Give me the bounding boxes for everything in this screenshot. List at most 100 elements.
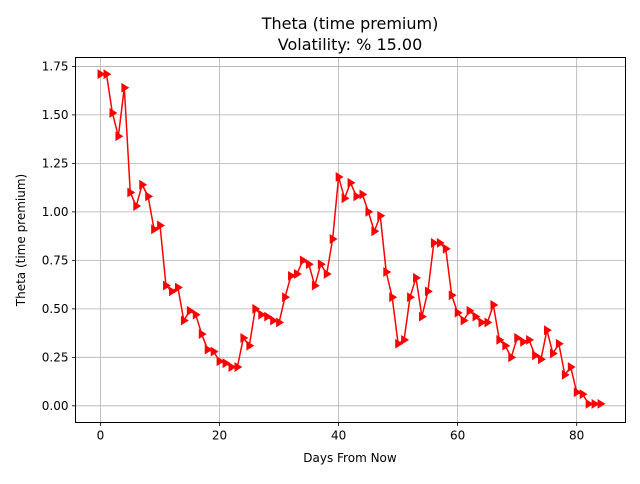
data-point-marker (97, 69, 106, 80)
data-point-marker (305, 259, 314, 270)
data-point-marker (419, 311, 427, 322)
data-point-marker (413, 272, 421, 283)
data-point-marker (222, 358, 231, 369)
y-axis-label: Theta (time premium) (14, 174, 28, 307)
chart-subtitle: Volatility: % 15.00 (278, 35, 423, 54)
data-point-marker (335, 172, 344, 182)
data-point-marker (174, 282, 183, 293)
data-point-marker (145, 191, 154, 202)
data-point-marker (210, 346, 219, 357)
data-point-marker (299, 255, 308, 266)
data-point-marker (151, 224, 160, 235)
data-point-marker (371, 226, 380, 237)
data-point-marker (567, 362, 576, 372)
y-tick-label: 0.75 (42, 253, 69, 267)
data-point-marker (341, 193, 350, 204)
data-point-marker (573, 387, 582, 398)
data-point-marker (466, 305, 475, 316)
data-point-marker (157, 220, 165, 231)
data-point-marker (490, 300, 499, 310)
data-point-marker (246, 340, 255, 351)
data-point-marker (597, 398, 606, 409)
data-point-marker (198, 329, 207, 339)
data-point-marker (294, 269, 302, 279)
data-point-marker (585, 398, 594, 409)
data-point-marker (276, 317, 285, 328)
data-point-marker (460, 315, 469, 326)
x-tick-label: 20 (212, 429, 227, 443)
data-point-marker (389, 292, 398, 303)
data-point-marker (169, 286, 177, 297)
data-point-marker (442, 243, 451, 254)
plot-data (97, 69, 606, 409)
chart-title: Theta (time premium) (261, 14, 439, 33)
data-point-marker (329, 234, 338, 244)
data-point-marker (377, 210, 386, 221)
data-point-marker (252, 303, 261, 314)
data-point-marker (234, 362, 243, 372)
data-point-marker (538, 354, 546, 365)
data-point-marker (454, 307, 463, 318)
y-tick-label: 1.75 (42, 59, 69, 73)
data-point-marker (317, 259, 326, 270)
x-tick-label: 80 (569, 429, 584, 443)
data-point-marker (526, 334, 535, 345)
x-tick-label: 0 (97, 429, 105, 443)
data-point-marker (109, 108, 118, 118)
data-point-marker (228, 362, 237, 372)
data-point-marker (240, 333, 249, 343)
data-point-marker (502, 340, 511, 351)
data-point-marker (180, 315, 189, 326)
y-tick-label: 0.25 (42, 350, 69, 364)
data-point-marker (561, 369, 570, 380)
data-point-marker (288, 270, 296, 281)
axis-ticks: 0 20 40 60 80 0.00 0.25 0.50 0.75 1.00 1.25 1.50 1.7… (42, 59, 585, 442)
data-point-marker (401, 334, 410, 345)
data-point-marker (555, 338, 564, 349)
data-point-marker (311, 280, 320, 291)
data-point-marker (448, 290, 457, 301)
data-point-marker (496, 334, 505, 345)
x-axis-label: Days From Now (303, 451, 397, 465)
data-point-marker (186, 305, 195, 316)
data-point-marker (163, 280, 171, 291)
data-point-marker (127, 187, 136, 198)
data-point-marker (264, 311, 273, 322)
data-point-marker (579, 389, 588, 400)
data-point-marker (430, 237, 439, 248)
data-point-marker (270, 315, 279, 326)
data-point-marker (282, 292, 290, 303)
data-point-marker (323, 269, 332, 279)
data-point-marker (192, 309, 201, 320)
data-point-marker (532, 350, 540, 361)
data-point-marker (103, 69, 112, 80)
grid-lines (75, 57, 626, 423)
y-tick-label: 1.00 (42, 205, 69, 219)
y-tick-label: 1.25 (42, 156, 69, 170)
data-point-marker (365, 206, 374, 217)
data-point-marker (353, 191, 362, 202)
data-point-marker (508, 352, 517, 363)
data-point-marker (139, 179, 148, 190)
data-point-marker (407, 292, 415, 303)
y-tick-label: 0.50 (42, 302, 69, 316)
data-point-marker (115, 131, 124, 142)
data-point-marker (544, 325, 552, 336)
y-tick-label: 0.00 (42, 399, 69, 413)
data-point-marker (133, 201, 142, 211)
data-point-marker (591, 398, 600, 409)
x-tick-label: 40 (331, 429, 346, 443)
data-point-marker (472, 311, 481, 322)
data-point-marker (204, 344, 213, 355)
data-point-marker (478, 317, 487, 328)
data-point-marker (436, 237, 445, 248)
data-point-marker (347, 177, 356, 188)
data-point-marker (424, 286, 433, 297)
plot-frame (75, 57, 626, 423)
data-point-marker (216, 356, 225, 367)
data-point-marker (484, 317, 493, 328)
data-point-marker (383, 267, 392, 277)
